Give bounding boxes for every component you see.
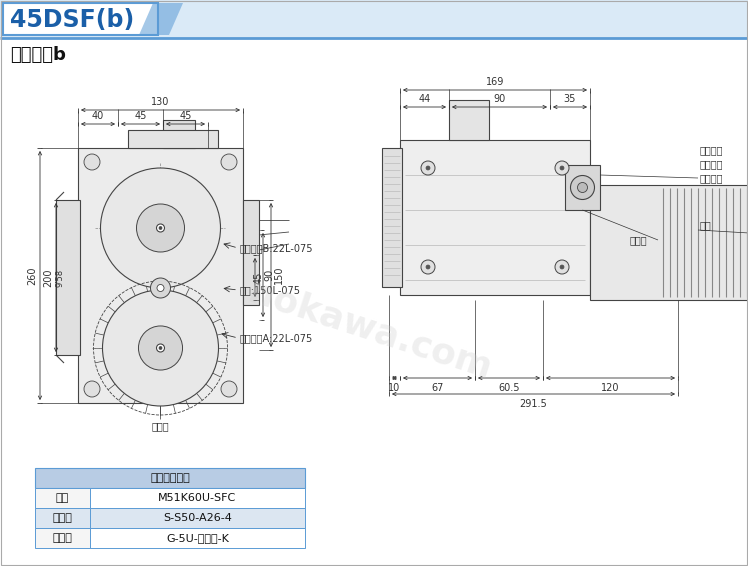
Polygon shape <box>139 3 183 35</box>
Text: 離合器: 離合器 <box>52 513 73 523</box>
Text: 169: 169 <box>485 77 504 87</box>
Text: 90: 90 <box>264 269 274 281</box>
Text: 291.5: 291.5 <box>520 399 548 409</box>
Text: 60.5: 60.5 <box>498 383 520 393</box>
Bar <box>400 140 590 295</box>
Text: 45: 45 <box>180 111 191 121</box>
Text: 44: 44 <box>418 94 431 104</box>
Circle shape <box>156 224 165 232</box>
Text: 35: 35 <box>564 94 576 104</box>
Circle shape <box>136 204 185 252</box>
Text: 減速機: 減速機 <box>152 421 169 431</box>
Bar <box>565 165 600 210</box>
Bar <box>90 528 305 548</box>
Circle shape <box>84 381 100 397</box>
Text: 9'58: 9'58 <box>55 268 64 286</box>
Text: 皮帶:150L-075: 皮帶:150L-075 <box>240 285 301 295</box>
Text: S-S50-A26-4: S-S50-A26-4 <box>163 513 232 523</box>
Circle shape <box>157 285 164 291</box>
Bar <box>35 508 90 528</box>
Text: 同步帶輪A:22L-075: 同步帶輪A:22L-075 <box>240 333 313 343</box>
Bar <box>0 0 748 38</box>
Text: 感應開關: 感應開關 <box>700 145 723 155</box>
Bar <box>78 148 243 403</box>
Bar <box>590 185 748 300</box>
Text: 45: 45 <box>254 271 264 284</box>
Circle shape <box>221 381 237 397</box>
Circle shape <box>159 226 162 229</box>
Bar <box>35 488 90 508</box>
Circle shape <box>571 175 595 199</box>
Bar <box>128 130 218 148</box>
Text: G-5U-減速比-K: G-5U-減速比-K <box>166 533 229 543</box>
Bar <box>56 200 80 355</box>
Text: 感應支架: 感應支架 <box>700 173 723 183</box>
Bar <box>90 508 305 528</box>
Text: 120: 120 <box>601 383 620 393</box>
Text: nokawa.com: nokawa.com <box>244 275 496 385</box>
Bar <box>90 488 305 508</box>
Circle shape <box>150 278 171 298</box>
Text: 45: 45 <box>135 111 147 121</box>
Text: 減速機: 減速機 <box>52 533 73 543</box>
Bar <box>243 200 259 305</box>
Circle shape <box>221 154 237 170</box>
Text: 馬達: 馬達 <box>700 220 712 230</box>
Circle shape <box>555 260 569 274</box>
Text: 260: 260 <box>27 266 37 285</box>
Circle shape <box>102 290 218 406</box>
Text: 45DSF(b): 45DSF(b) <box>10 8 134 32</box>
Text: 40: 40 <box>92 111 104 121</box>
Text: 離合器: 離合器 <box>630 235 648 245</box>
Circle shape <box>84 154 100 170</box>
Circle shape <box>426 265 430 269</box>
Bar <box>35 528 90 548</box>
Text: 150: 150 <box>274 266 284 284</box>
Text: 皮帶輪式b: 皮帶輪式b <box>10 46 66 64</box>
Text: M51K60U-SFC: M51K60U-SFC <box>159 493 236 503</box>
Circle shape <box>156 344 165 352</box>
Circle shape <box>421 260 435 274</box>
Text: 67: 67 <box>432 383 444 393</box>
Circle shape <box>560 166 564 170</box>
Text: 感應凸輪: 感應凸輪 <box>700 159 723 169</box>
Circle shape <box>555 161 569 175</box>
Circle shape <box>577 182 587 192</box>
Text: 10: 10 <box>388 383 401 393</box>
Circle shape <box>159 346 162 349</box>
Bar <box>449 100 489 140</box>
Bar <box>382 148 402 287</box>
Circle shape <box>426 166 430 170</box>
Text: 90: 90 <box>494 94 506 104</box>
Text: 130: 130 <box>151 97 170 107</box>
Circle shape <box>421 161 435 175</box>
Bar <box>3 3 158 35</box>
Text: 馬達: 馬達 <box>56 493 69 503</box>
Text: 同步帶輪B:22L-075: 同步帶輪B:22L-075 <box>240 243 313 253</box>
Circle shape <box>138 326 183 370</box>
Text: 200: 200 <box>43 268 53 287</box>
Circle shape <box>560 265 564 269</box>
Circle shape <box>100 168 221 288</box>
Bar <box>35 468 305 488</box>
Text: 電機配套部件: 電機配套部件 <box>150 473 190 483</box>
Bar <box>163 120 195 148</box>
